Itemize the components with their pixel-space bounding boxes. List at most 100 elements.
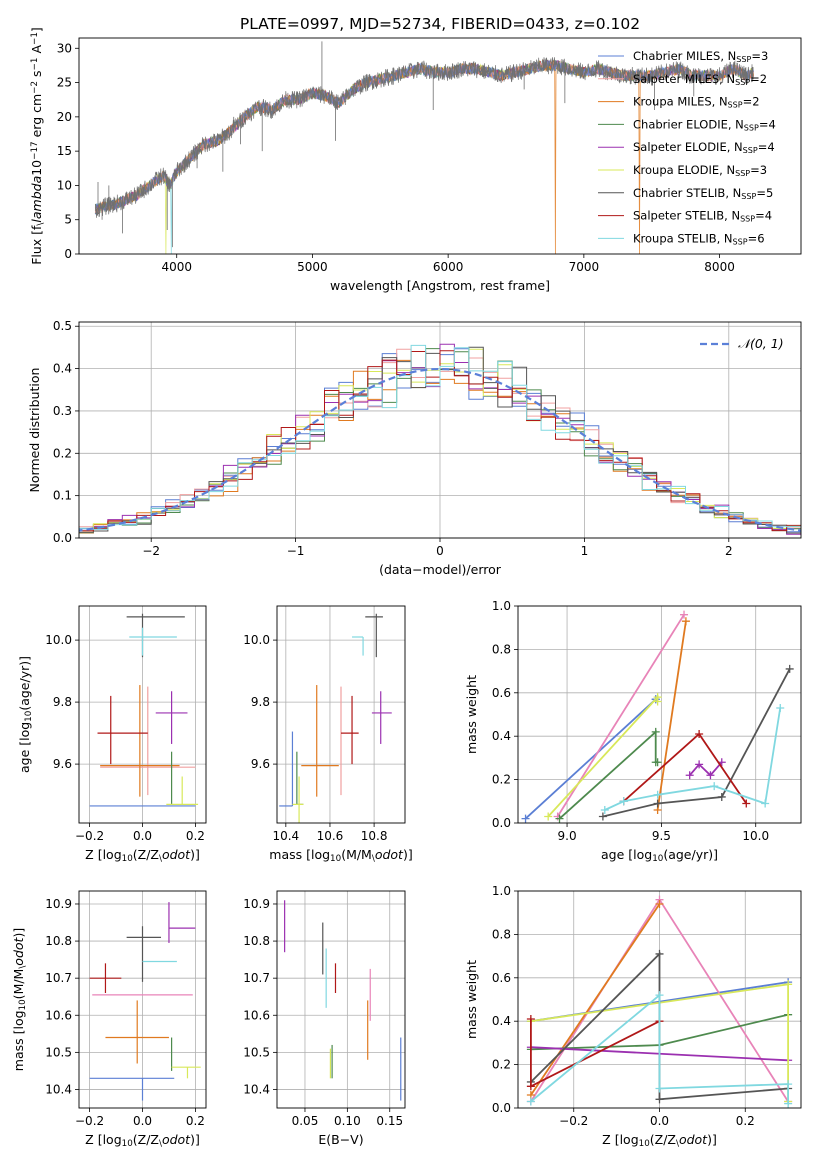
- y-axis-label: age [log10(age/yr)]: [17, 656, 34, 773]
- plot-area: [521, 610, 794, 823]
- panel-mass-vs-ebv: 0.05 0.10 0.15 10.4 10.5 10.6 10.7 10.8 10.9 E(B−…: [243, 890, 406, 1147]
- y-tick-label: 10: [57, 178, 72, 192]
- x-tick-label: −0.2: [75, 1114, 104, 1128]
- weight-marker: [785, 664, 794, 673]
- x-axis-label: mass [log10(M/M\odot)]: [269, 847, 412, 864]
- weight-line: [602, 668, 791, 818]
- x-tick-label: 10.8: [361, 829, 388, 843]
- y-tick-label: 0.0: [53, 531, 72, 545]
- x-tick-label: 0.10: [334, 1114, 361, 1128]
- axes-frame: [78, 37, 802, 255]
- legend-entry: Salpeter ELODIE, NSSP=4: [633, 140, 775, 155]
- y-tick-label: 0.8: [492, 642, 511, 656]
- weight-marker: [653, 790, 662, 799]
- x-axis-label: E(B−V): [318, 1132, 363, 1147]
- weight-marker: [526, 1082, 535, 1091]
- x-tick-label: 10.4: [272, 829, 299, 843]
- legend-entry: Kroupa ELODIE, NSSP=3: [633, 163, 767, 178]
- y-tick-label: 10.6: [243, 1008, 270, 1022]
- y-tick-label: 9.6: [251, 757, 270, 771]
- weight-marker: [653, 799, 662, 808]
- weight-line: [689, 761, 723, 777]
- y-tick-label: 0.5: [53, 319, 72, 333]
- y-tick-label: 9.8: [53, 695, 72, 709]
- axes-frame: [276, 605, 406, 824]
- axes-frame: [78, 890, 207, 1109]
- x-tick-label: 9.5: [652, 829, 671, 843]
- legend-entry: Salpeter STELIB, NSSP=4: [633, 209, 772, 224]
- y-tick-label: 9.8: [251, 695, 270, 709]
- y-tick-label: 10.6: [45, 1008, 72, 1022]
- weight-marker: [695, 730, 704, 739]
- y-tick-label: 10.5: [45, 1045, 72, 1059]
- weight-marker: [680, 610, 689, 619]
- weight-marker: [655, 991, 664, 1000]
- x-tick-label: 0.2: [186, 829, 205, 843]
- histogram-step: [79, 344, 801, 538]
- y-tick-label: 0: [64, 247, 72, 261]
- y-tick-label: 25: [57, 76, 72, 90]
- weight-marker: [555, 814, 564, 823]
- weight-marker: [706, 771, 715, 780]
- y-axis-label: mass [log10(M/M\odot)]: [11, 928, 28, 1071]
- x-tick-label: 6000: [433, 260, 464, 274]
- panel-mass-vs-Z: −0.2 0.0 0.2 10.4 10.5 10.6 10.7 10.8 10.9 Z [log…: [11, 890, 207, 1149]
- spectrum-line: [95, 60, 754, 215]
- panel-weight-vs-Z: −0.2 0.0 0.2 0.0 0.2 0.4 0.6 0.8 1.0 Z [log10(Z/Z…: [464, 884, 802, 1149]
- legend-entry: Chabrier MILES, NSSP=3: [633, 49, 768, 64]
- y-tick-label: 10.4: [243, 1082, 270, 1096]
- weight-marker: [655, 949, 664, 958]
- weight-marker: [651, 727, 660, 736]
- legend-entry: Salpeter MILES, NSSP=2: [633, 72, 767, 87]
- weight-line: [604, 707, 782, 811]
- x-tick-label: 8000: [704, 260, 735, 274]
- weight-marker: [685, 771, 694, 780]
- x-axis-label: (data−model)/error: [379, 562, 502, 577]
- weight-marker: [544, 812, 553, 821]
- y-tick-label: 0.1: [53, 489, 72, 503]
- y-tick-label: 0.0: [492, 816, 511, 830]
- legend-entry: Chabrier STELIB, NSSP=5: [633, 186, 773, 201]
- panel-age-vs-mass: 10.4 10.6 10.8 9.6 9.8 10.0 mass [log10(M/M\od…: [243, 605, 413, 864]
- figure-title: PLATE=0997, MJD=52734, FIBERID=0433, z=0…: [240, 15, 640, 33]
- weight-marker: [653, 758, 662, 767]
- x-tick-label: 0: [436, 544, 444, 558]
- legend-entry: Chabrier ELODIE, NSSP=4: [633, 117, 776, 132]
- y-tick-label: 10.9: [243, 897, 270, 911]
- y-tick-label: 30: [57, 41, 72, 55]
- x-tick-label: 0.0: [133, 1114, 152, 1128]
- plot-area: [284, 900, 402, 1101]
- legend-entry: 𝒩(0, 1): [738, 336, 784, 351]
- y-tick-label: 15: [57, 144, 72, 158]
- y-axis-label: mass weight: [464, 675, 479, 754]
- y-tick-label: 0.2: [492, 1058, 511, 1072]
- panel-weight-vs-age: 9.0 9.5 10.0 0.0 0.2 0.4 0.6 0.8 1.0 age [log10(a…: [464, 599, 802, 864]
- spectrum-data-line: [94, 57, 754, 218]
- weight-marker: [710, 782, 719, 791]
- y-tick-label: 5: [64, 213, 72, 227]
- y-tick-label: 0.6: [492, 686, 511, 700]
- x-tick-label: −2: [142, 544, 160, 558]
- weight-line: [524, 698, 657, 820]
- y-tick-label: 10.7: [45, 971, 72, 985]
- x-tick-label: 0.0: [133, 829, 152, 843]
- weight-marker: [619, 797, 628, 806]
- y-tick-label: 0.2: [492, 773, 511, 787]
- axes-frame: [276, 890, 406, 1109]
- weight-marker: [598, 812, 607, 821]
- y-tick-label: 0.6: [492, 971, 511, 985]
- x-tick-label: 0.2: [186, 1114, 205, 1128]
- weight-marker: [761, 799, 770, 808]
- y-tick-label: 10.8: [45, 934, 72, 948]
- axes-frame: [517, 605, 802, 824]
- y-tick-label: 10.5: [243, 1045, 270, 1059]
- x-tick-label: 0.2: [736, 1114, 755, 1128]
- weight-marker: [717, 792, 726, 801]
- x-tick-label: 0.0: [650, 1114, 669, 1128]
- y-tick-label: 10.8: [243, 934, 270, 948]
- weight-line: [530, 903, 661, 1096]
- y-tick-label: 20: [57, 110, 72, 124]
- plot-area: [89, 902, 201, 1101]
